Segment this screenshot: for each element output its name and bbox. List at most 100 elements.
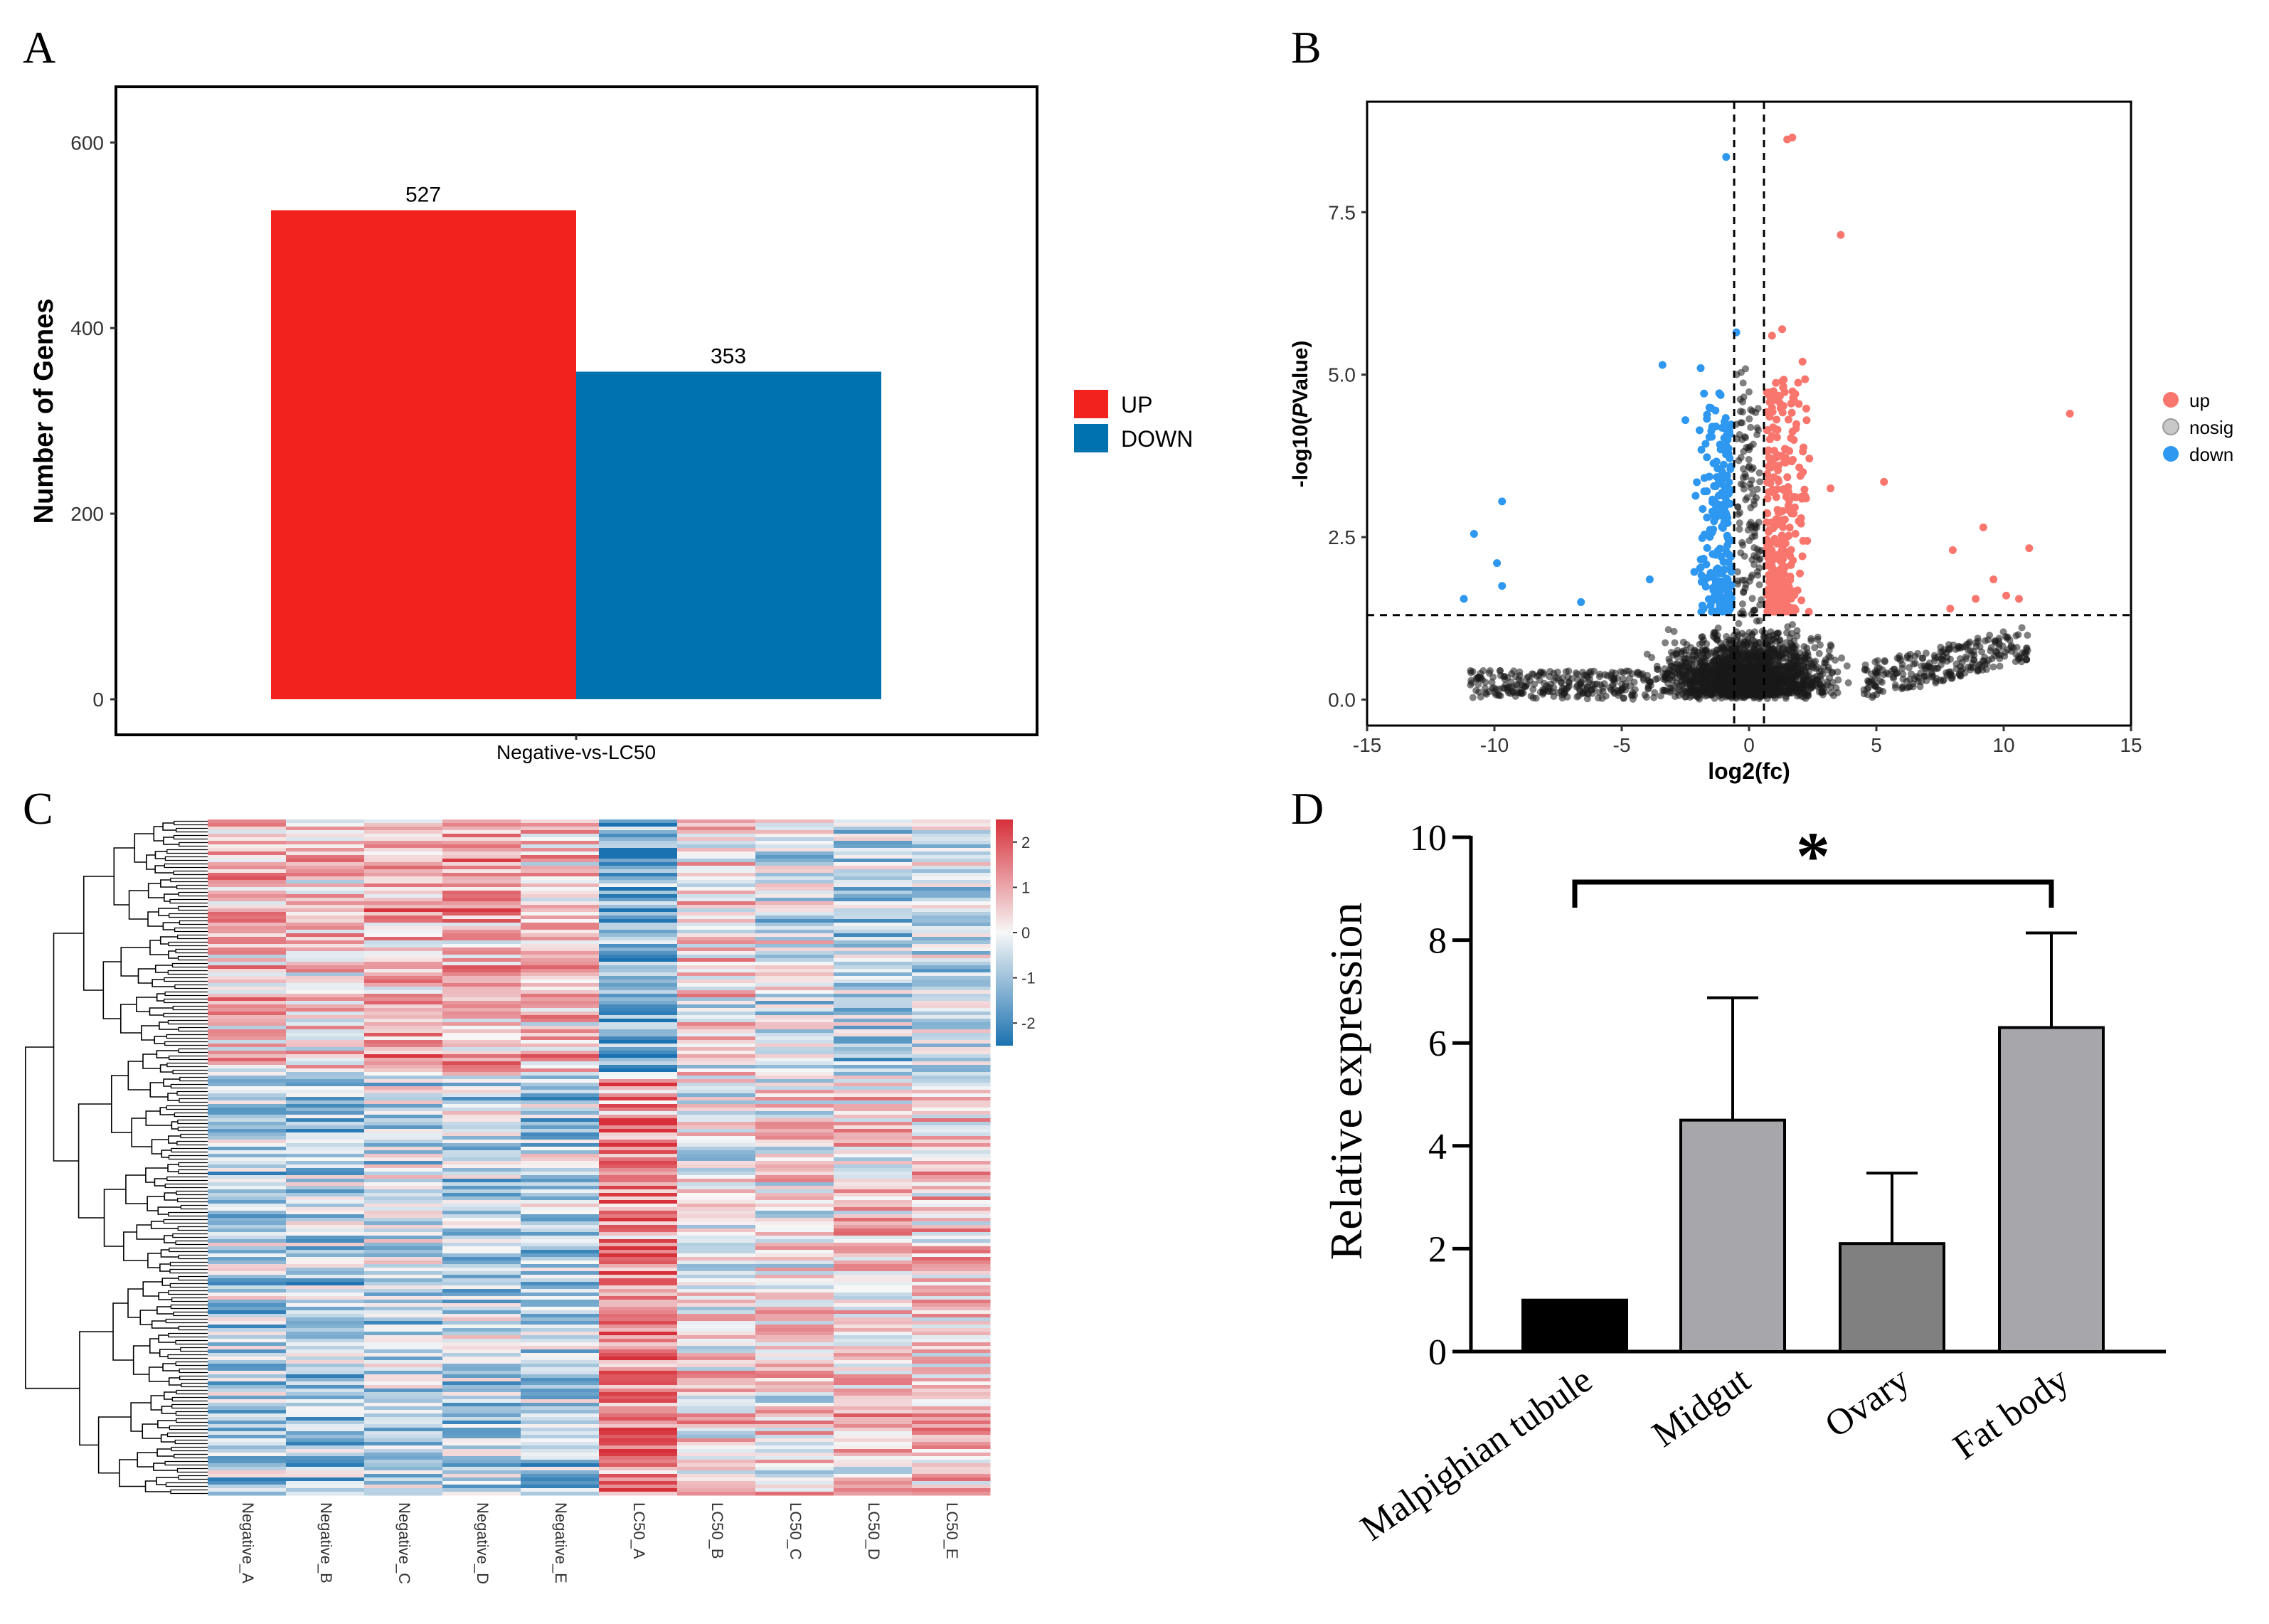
heatmap-cell — [442, 1246, 521, 1251]
x-tick-label: 5 — [1871, 734, 1882, 756]
heatmap-cell — [755, 1079, 834, 1083]
heatmap-cell — [755, 1004, 834, 1009]
heatmap-cell — [364, 1296, 443, 1300]
heatmap-cell — [521, 1278, 600, 1283]
point-nosig — [1970, 651, 1978, 659]
heatmap-cell — [755, 1161, 834, 1165]
heatmap-cell — [286, 855, 365, 859]
heatmap-cell — [442, 1044, 521, 1048]
heatmap-cell — [912, 1022, 991, 1026]
heatmap-cell — [834, 1204, 913, 1208]
point-down — [1709, 583, 1717, 592]
heatmap-cell — [364, 962, 443, 966]
dendrogram-branch — [142, 1423, 161, 1439]
point-up — [1837, 230, 1845, 239]
heatmap-cell — [286, 1257, 365, 1261]
heatmap-cell — [912, 1275, 991, 1279]
point-nosig — [1736, 610, 1744, 617]
heatmap-cell — [677, 1424, 756, 1428]
point-nosig — [1559, 674, 1567, 681]
point-down — [1722, 574, 1731, 583]
dendrogram-branch — [178, 1275, 208, 1281]
heatmap-cell — [208, 1044, 287, 1048]
heatmap-cell — [677, 1182, 756, 1187]
dendrogram-branch — [169, 898, 208, 904]
heatmap-cell — [286, 1147, 365, 1151]
heatmap-cell — [677, 1204, 756, 1208]
heatmap-cell — [364, 1086, 443, 1090]
heatmap-cell — [521, 933, 600, 938]
heatmap-cell — [599, 1072, 678, 1076]
dendrogram-branch — [175, 1240, 208, 1246]
point-nosig — [1664, 626, 1672, 634]
dendrogram-branch — [125, 1174, 148, 1204]
heatmap-cell — [442, 1207, 521, 1211]
heatmap-cell — [208, 1421, 287, 1425]
heatmap-cell — [912, 1236, 991, 1240]
heatmap-cell — [677, 1083, 756, 1087]
heatmap-cell — [912, 919, 991, 923]
heatmap-cell — [364, 894, 443, 898]
heatmap-cell — [677, 994, 756, 998]
point-nosig — [1987, 644, 1995, 652]
heatmap-cell — [442, 1136, 521, 1140]
heatmap-cell — [599, 1239, 678, 1243]
dendrogram-branch — [151, 1139, 169, 1155]
point-nosig — [1745, 464, 1753, 472]
point-nosig — [1750, 628, 1758, 636]
heatmap-cell — [364, 1172, 443, 1176]
point-nosig — [1511, 673, 1519, 681]
heatmap-cell — [442, 1033, 521, 1037]
dendrogram-branch — [175, 1339, 208, 1345]
heatmap-cell — [364, 1193, 443, 1197]
heatmap-cell — [834, 1189, 913, 1194]
heatmap-cell — [912, 905, 991, 909]
heatmap-cell — [677, 972, 756, 977]
heatmap-cell — [834, 1225, 913, 1229]
point-up — [1787, 399, 1795, 408]
heatmap-cell — [834, 1339, 913, 1343]
point-up — [1784, 415, 1792, 424]
heatmap-cell — [834, 1239, 913, 1243]
point-nosig — [1691, 677, 1699, 685]
point-nosig — [1844, 679, 1852, 686]
point-down — [1716, 585, 1724, 593]
heatmap-cell — [755, 1108, 834, 1112]
point-up — [1778, 408, 1787, 417]
heatmap-cell — [912, 873, 991, 877]
point-up — [1770, 576, 1778, 585]
heatmap-cell — [364, 997, 443, 1002]
point-nosig — [1520, 682, 1528, 690]
dendrogram-branch — [177, 955, 208, 961]
heatmap-cell — [599, 908, 678, 913]
heatmap-cell — [755, 1132, 834, 1137]
heatmap-cell — [364, 1218, 443, 1222]
heatmap-cell — [286, 1342, 365, 1347]
heatmap-cell — [912, 965, 991, 970]
heatmap-cell — [755, 1175, 834, 1179]
heatmap-cell — [677, 1406, 756, 1411]
heatmap-cell — [599, 834, 678, 838]
dendrogram-branch — [154, 865, 174, 874]
point-nosig — [1474, 681, 1482, 689]
heatmap-cell — [521, 1086, 600, 1090]
heatmap-cell — [677, 1371, 756, 1375]
heatmap-cell — [364, 866, 443, 870]
dendrogram-branch — [176, 1389, 208, 1395]
heatmap-cell — [599, 1310, 678, 1315]
point-down — [1726, 454, 1734, 462]
heatmap-cell — [755, 1211, 834, 1215]
heatmap-cell — [834, 1214, 913, 1219]
heatmap-cell — [912, 1076, 991, 1080]
heatmap-cell — [599, 1257, 678, 1261]
heatmap-cell — [677, 919, 756, 923]
heatmap-cell — [677, 1214, 756, 1219]
heatmap-cell — [599, 1300, 678, 1304]
point-nosig — [1775, 691, 1783, 699]
heatmap-cell — [364, 1044, 443, 1048]
heatmap-cell — [599, 1228, 678, 1233]
heatmap-cell — [677, 1342, 756, 1347]
point-up — [1768, 331, 1776, 340]
heatmap-cell — [599, 1125, 678, 1130]
point-up — [1768, 590, 1777, 598]
